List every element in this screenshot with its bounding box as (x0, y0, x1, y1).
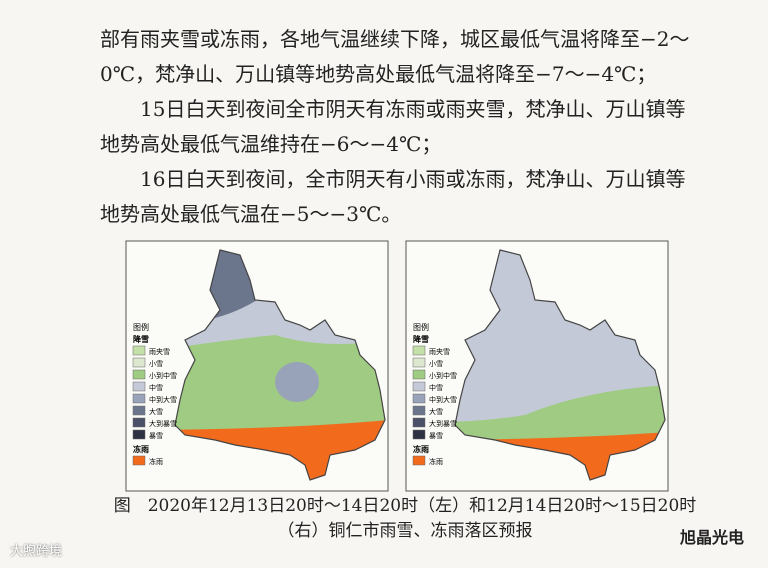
legend-label: 冻雨 (429, 457, 443, 466)
legend-swatch (412, 417, 426, 428)
legend-swatch (132, 381, 146, 392)
legend-swatch (412, 345, 426, 356)
region (275, 362, 319, 402)
legend-title: 图例 (413, 322, 429, 332)
maps: 图例 降雪 雨夹雪 小雪 小到中雪 中雪 中到大雪 大雪 大到暴雪 暴雪 冻雨 冻雨 图例 降雪 雨夹雪 小雪… (125, 240, 670, 492)
legend-swatch (132, 405, 146, 416)
legend-swatch (412, 429, 426, 440)
legend-label: 中雪 (149, 383, 163, 392)
legend-label: 雨夹雪 (429, 347, 450, 356)
legend-swatch (412, 357, 426, 368)
legend-swatch (412, 393, 426, 404)
body-text: 部有雨夹雪或冻雨，各地气温继续下降，城区最低气温将降至−2～0℃，梵净山、万山镇… (100, 22, 704, 232)
watermark: 旭晶光电 (680, 528, 745, 547)
legend-title: 图例 (133, 322, 149, 332)
legend-swatch (132, 369, 146, 380)
legend-label: 暴雪 (149, 432, 163, 440)
legend-swatch (132, 345, 146, 356)
legend-swatch (412, 455, 426, 466)
legend-label: 小雪 (429, 359, 443, 368)
legend-label: 冻雨 (149, 457, 163, 466)
legend-label: 小到中雪 (149, 371, 177, 380)
paragraph: 15日白天到夜间全市阴天有冻雨或雨夹雪，梵净山、万山镇等地势高处最低气温维持在−… (100, 97, 686, 156)
legend-label: 中到大雪 (149, 395, 177, 404)
figure-caption: 图 2020年12月13日20时～14日20时（左）和12月14日20时～15日… (113, 496, 697, 541)
legend-heading: 降雪 (133, 334, 149, 344)
legend-label: 雨夹雪 (149, 347, 170, 356)
legend-label: 大雪 (149, 407, 163, 416)
legend-swatch (412, 405, 426, 416)
paragraph: 16日白天到夜间，全市阴天有小雨或冻雨，梵净山、万山镇等地势高处最低气温在−5～… (100, 167, 686, 226)
legend-swatch (412, 381, 426, 392)
legend-label: 大到暴雪 (429, 419, 457, 428)
legend-heading: 冻雨 (133, 444, 149, 454)
legend-swatch (132, 455, 146, 466)
map-outline (454, 249, 666, 481)
legend-label: 大到暴雪 (149, 419, 177, 428)
paragraph: 部有雨夹雪或冻雨，各地气温继续下降，城区最低气温将降至−2～0℃，梵净山、万山镇… (100, 27, 690, 86)
legend-swatch (132, 357, 146, 368)
legend-swatch (412, 369, 426, 380)
legend-heading: 冻雨 (413, 444, 429, 454)
legend-label: 中雪 (429, 383, 443, 392)
watermark: 大煦跨境 (10, 544, 63, 559)
legend-label: 小到中雪 (429, 371, 457, 380)
legend-label: 中到大雪 (429, 395, 457, 404)
legend-label: 暴雪 (429, 432, 443, 440)
legend-swatch (132, 429, 146, 440)
map-outline (174, 249, 386, 481)
legend-swatch (132, 417, 146, 428)
legend-label: 大雪 (429, 407, 443, 416)
legend-heading: 降雪 (413, 334, 429, 344)
legend-label: 小雪 (149, 359, 163, 368)
legend-swatch (132, 393, 146, 404)
